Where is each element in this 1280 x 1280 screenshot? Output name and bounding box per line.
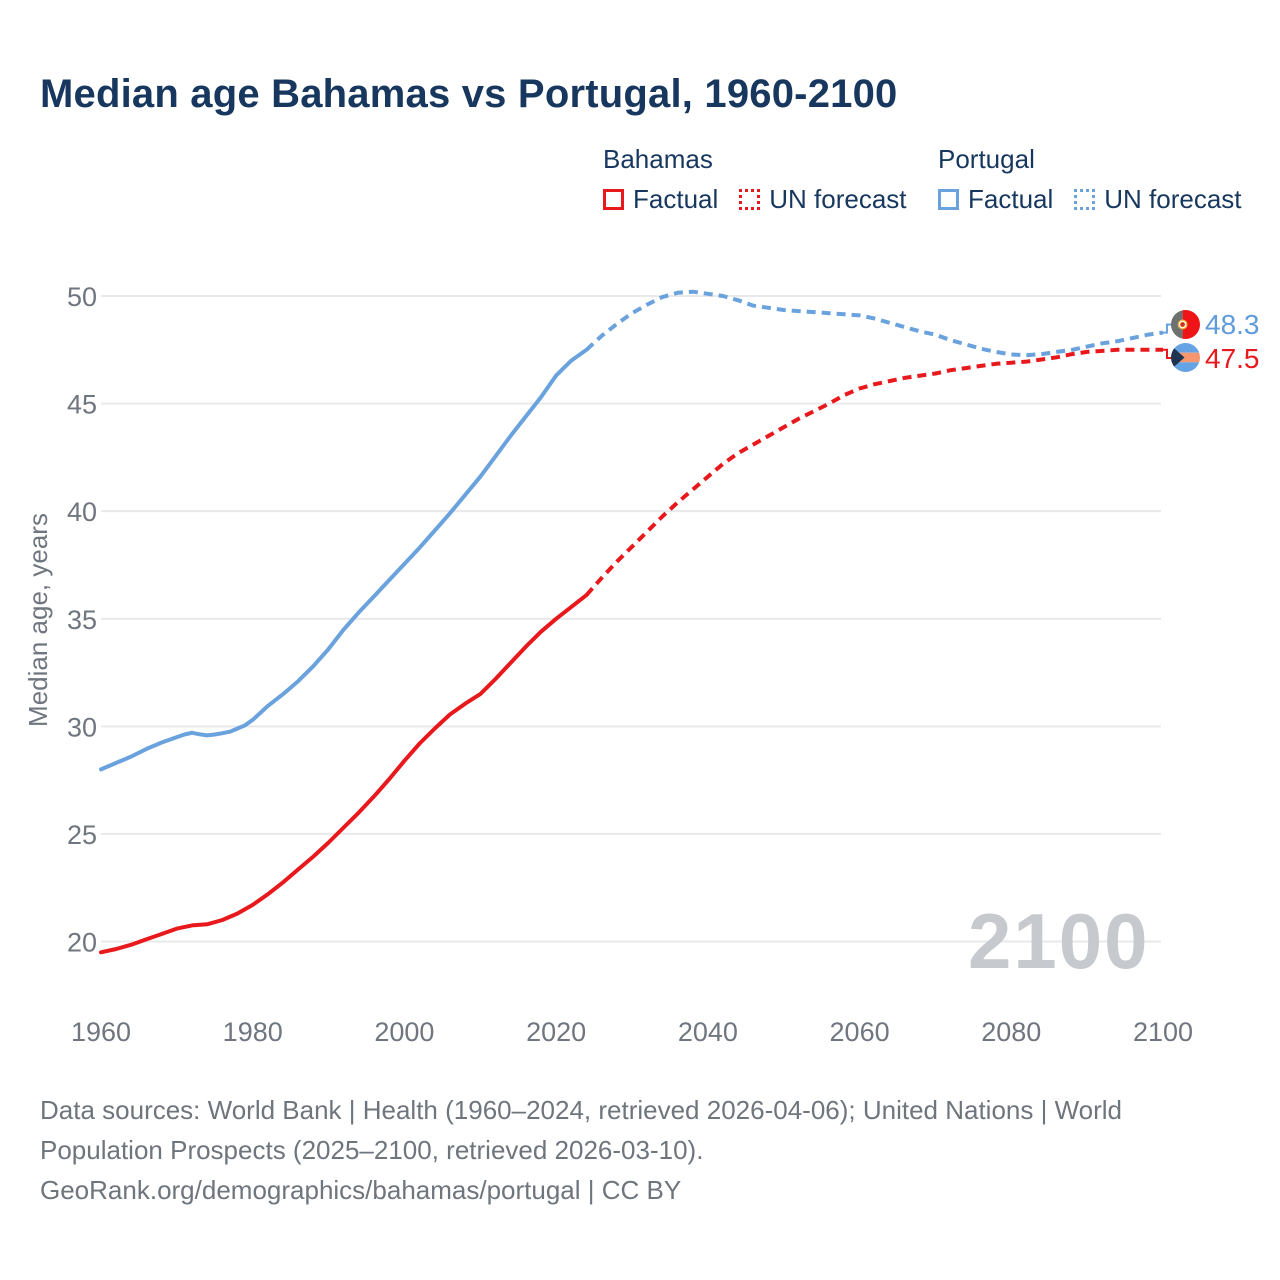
series-line-portugal-factual: [99, 347, 589, 772]
series-line-bahamas-factual: [99, 593, 589, 955]
portugal-end-value: 48.3: [1205, 309, 1260, 340]
x-tick-label-2040: 2040: [678, 1017, 738, 1047]
footer-attribution: Data sources: World Bank | Health (1960–…: [40, 1090, 1180, 1210]
watermark-year: 2100: [968, 897, 1150, 985]
portugal-flag-icon: [1171, 310, 1200, 339]
y-axis-label: Median age, years: [23, 513, 53, 727]
end-connector-portugal: [1163, 323, 1172, 334]
legend-group-bahamas: Bahamas Factual UN forecast: [603, 144, 907, 215]
legend-row-bahamas: Factual UN forecast: [603, 184, 907, 215]
bahamas-forecast-swatch-icon: [739, 189, 761, 210]
legend-row-portugal: Factual UN forecast: [938, 184, 1242, 215]
legend: Bahamas Factual UN forecast Portugal Fac…: [0, 144, 1280, 224]
bahamas-factual-swatch-icon: [603, 189, 624, 210]
x-tick-label-2060: 2060: [830, 1017, 890, 1047]
x-tick-label-2080: 2080: [981, 1017, 1041, 1047]
legend-label-portugal-factual: Factual: [968, 184, 1054, 214]
footer-georank-url: GeoRank.org/demographics/bahamas/portuga…: [40, 1175, 682, 1205]
legend-label-bahamas-factual: Factual: [633, 184, 719, 214]
x-tick-label-1980: 1980: [223, 1017, 283, 1047]
gridlines-layer: [101, 295, 1161, 943]
legend-label-portugal-forecast: UN forecast: [1104, 184, 1242, 214]
y-tick-label-40: 40: [67, 497, 97, 527]
y-tick-label-30: 30: [67, 712, 97, 742]
y-tick-label-25: 25: [67, 820, 97, 850]
y-tick-label-45: 45: [67, 390, 97, 420]
bahamas-flag-icon: [1171, 343, 1200, 372]
bahamas-end-value: 47.5: [1205, 343, 1260, 374]
x-tick-label-1960: 1960: [71, 1017, 131, 1047]
legend-country-bahamas: Bahamas: [603, 144, 713, 174]
x-tick-label-2100: 2100: [1133, 1017, 1193, 1047]
portugal-factual-swatch-icon: [938, 189, 959, 210]
end-connector-bahamas: [1163, 348, 1172, 359]
footer-data-sources-line1: Data sources: World Bank | Health (1960–…: [40, 1095, 1123, 1125]
end-label-connectors: [1163, 323, 1172, 359]
y-tick-label-35: 35: [67, 605, 97, 635]
y-tick-label-50: 50: [67, 282, 97, 312]
x-tick-labels: 1960 1980 2000 2020 2040 2060 2080 2100: [71, 1017, 1193, 1047]
y-tick-label-20: 20: [67, 928, 97, 958]
y-tick-labels: 20 25 30 35 40 45 50: [67, 282, 97, 958]
footer-data-sources-line2: Population Prospects (2025–2100, retriev…: [40, 1135, 704, 1165]
legend-label-bahamas-forecast: UN forecast: [769, 184, 907, 214]
series-line-portugal-forecast: [585, 289, 1164, 358]
x-tick-label-2000: 2000: [374, 1017, 434, 1047]
legend-country-portugal: Portugal: [938, 144, 1035, 174]
page-title: Median age Bahamas vs Portugal, 1960-210…: [40, 72, 898, 116]
x-tick-label-2020: 2020: [526, 1017, 586, 1047]
legend-group-portugal: Portugal Factual UN forecast: [938, 144, 1242, 215]
median-age-line-chart: Median age, years 20 25 30 35 40 45 50 1960 198…: [23, 282, 1193, 1047]
portugal-forecast-swatch-icon: [1074, 189, 1096, 210]
series-line-bahamas-forecast: [585, 347, 1163, 597]
series-lines-layer: [99, 289, 1164, 955]
